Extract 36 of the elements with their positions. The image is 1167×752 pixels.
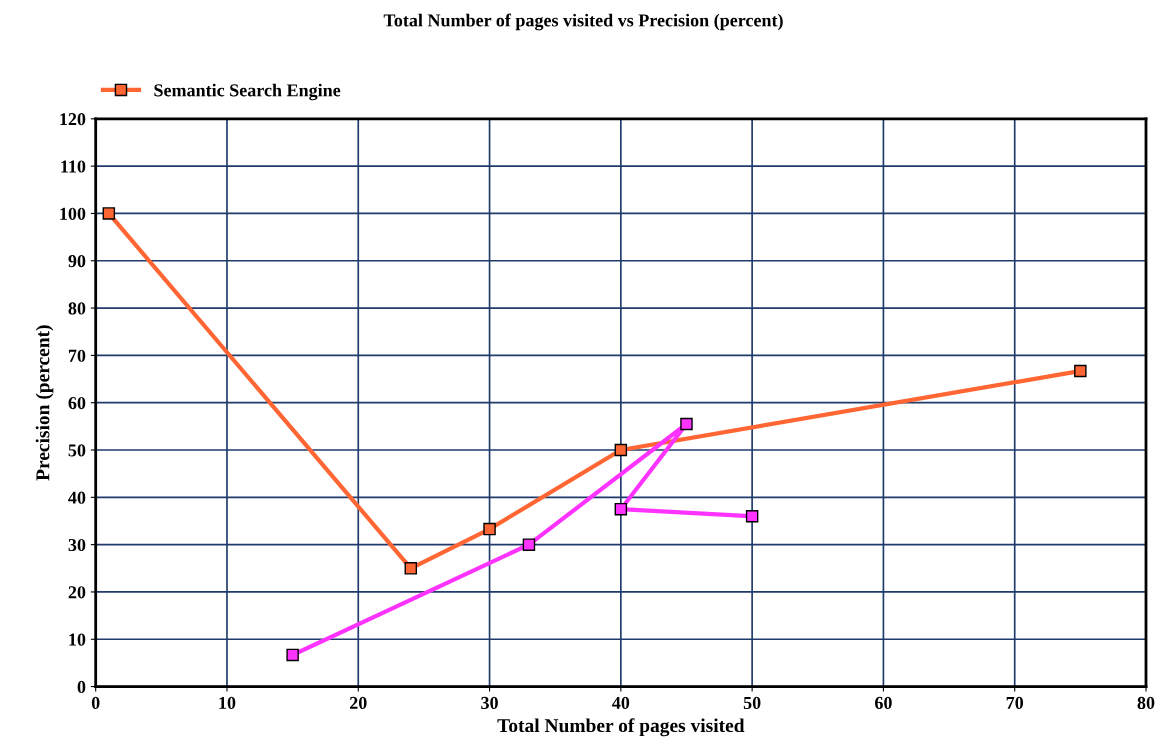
x-tick-label: 40 bbox=[612, 696, 630, 709]
x-tick-label: 80 bbox=[1137, 696, 1155, 709]
y-tick-label: 0 bbox=[77, 680, 86, 694]
y-tick-label: 20 bbox=[68, 586, 86, 599]
legend-label: Semantic Search Engine bbox=[154, 83, 341, 101]
y-axis-title: Precision (percent) bbox=[35, 325, 54, 481]
y-tick-label: 90 bbox=[68, 255, 86, 268]
point bbox=[483, 522, 496, 536]
x-tick-label: 50 bbox=[743, 696, 761, 709]
y-tick-label: 100 bbox=[60, 207, 86, 220]
point bbox=[614, 502, 628, 516]
x-tick-label: 10 bbox=[219, 696, 236, 709]
x-tick-label: 30 bbox=[481, 696, 498, 709]
point bbox=[680, 417, 693, 431]
chart-title: Total Number of pages visited vs Precision (percent) bbox=[383, 13, 783, 31]
x-axis-title: Total Number of pages visited bbox=[497, 718, 745, 737]
x-tick-label: 70 bbox=[1006, 696, 1024, 709]
point bbox=[522, 538, 536, 551]
point bbox=[1074, 364, 1087, 378]
x-tick-label: 20 bbox=[350, 696, 367, 709]
point bbox=[745, 509, 759, 523]
y-tick-label: 80 bbox=[68, 302, 86, 315]
y-tick-label: 110 bbox=[61, 160, 86, 173]
y-tick-label: 60 bbox=[68, 396, 86, 410]
x-tick-label: 60 bbox=[875, 696, 892, 709]
y-tick-label: 10 bbox=[69, 633, 86, 646]
y-tick-label: 30 bbox=[68, 538, 86, 552]
x-tick-label: 0 bbox=[91, 696, 100, 709]
point bbox=[404, 562, 418, 575]
y-tick-label: 70 bbox=[68, 349, 86, 362]
y-tick-label: 50 bbox=[68, 444, 86, 457]
point bbox=[614, 443, 628, 457]
point bbox=[286, 648, 299, 662]
y-tick-label: 120 bbox=[60, 113, 86, 126]
y-tick-label: 40 bbox=[68, 491, 86, 504]
point bbox=[102, 207, 116, 220]
